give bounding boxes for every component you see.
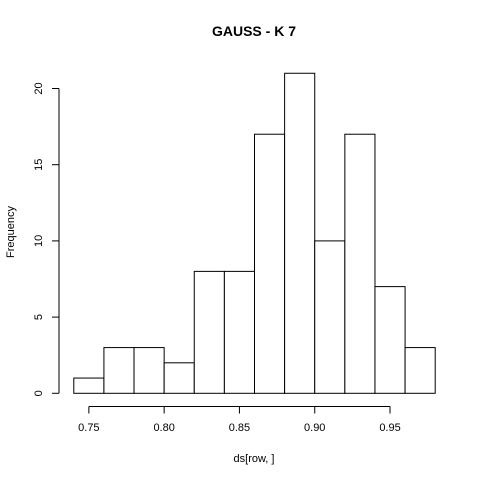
y-tick-label: 5 (33, 314, 45, 320)
histogram-bar-10 (344, 133, 376, 394)
histogram-bar-9 (314, 240, 346, 394)
y-tick-label: 0 (33, 390, 45, 396)
x-tick-label: 0.75 (78, 422, 99, 434)
histogram-bar-3 (133, 347, 165, 394)
histogram-bar-6 (223, 270, 255, 394)
y-axis-label: Frequency (5, 206, 17, 258)
x-tick-label: 0.95 (379, 422, 400, 434)
histogram-bar-1 (73, 377, 105, 394)
y-tick-label: 10 (33, 235, 45, 247)
y-tick-label: 15 (33, 159, 45, 171)
histogram-bar-4 (163, 362, 195, 394)
histogram-bar-2 (103, 347, 135, 394)
chart-title: GAUSS - K 7 (212, 23, 296, 39)
histogram-bar-8 (284, 72, 316, 394)
histogram-bar-11 (374, 286, 406, 394)
histogram-bar-7 (254, 133, 286, 394)
x-axis-label: ds[row, ] (234, 453, 275, 465)
x-axis: 0.75 0.80 0.85 0.90 0.95 (78, 406, 401, 434)
y-axis: 0 5 10 15 20 (33, 82, 60, 396)
y-tick-label: 20 (33, 82, 45, 94)
x-tick-label: 0.80 (153, 422, 174, 434)
bars-group (73, 72, 436, 394)
x-tick-label: 0.85 (229, 422, 250, 434)
x-tick-label: 0.90 (304, 422, 325, 434)
histogram-bar-5 (193, 270, 225, 394)
histogram-bar-12 (404, 347, 436, 394)
